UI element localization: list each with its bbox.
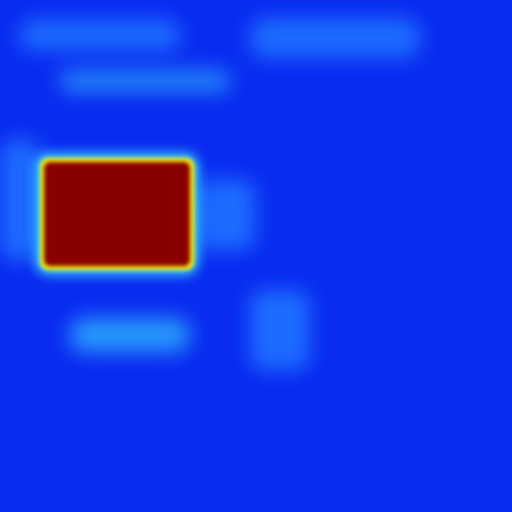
faint-patch-left — [0, 140, 40, 260]
faint-patch-top-left — [20, 20, 180, 50]
hot-region — [44, 162, 190, 266]
warm-band-lower — [70, 318, 190, 352]
low-intensity-texture — [0, 18, 420, 370]
faint-patch-mid — [195, 180, 255, 250]
faint-patch-top — [250, 18, 420, 58]
warm-band-upper — [60, 70, 230, 92]
hot-region-group — [36, 154, 198, 274]
faint-patch-center — [250, 290, 310, 370]
